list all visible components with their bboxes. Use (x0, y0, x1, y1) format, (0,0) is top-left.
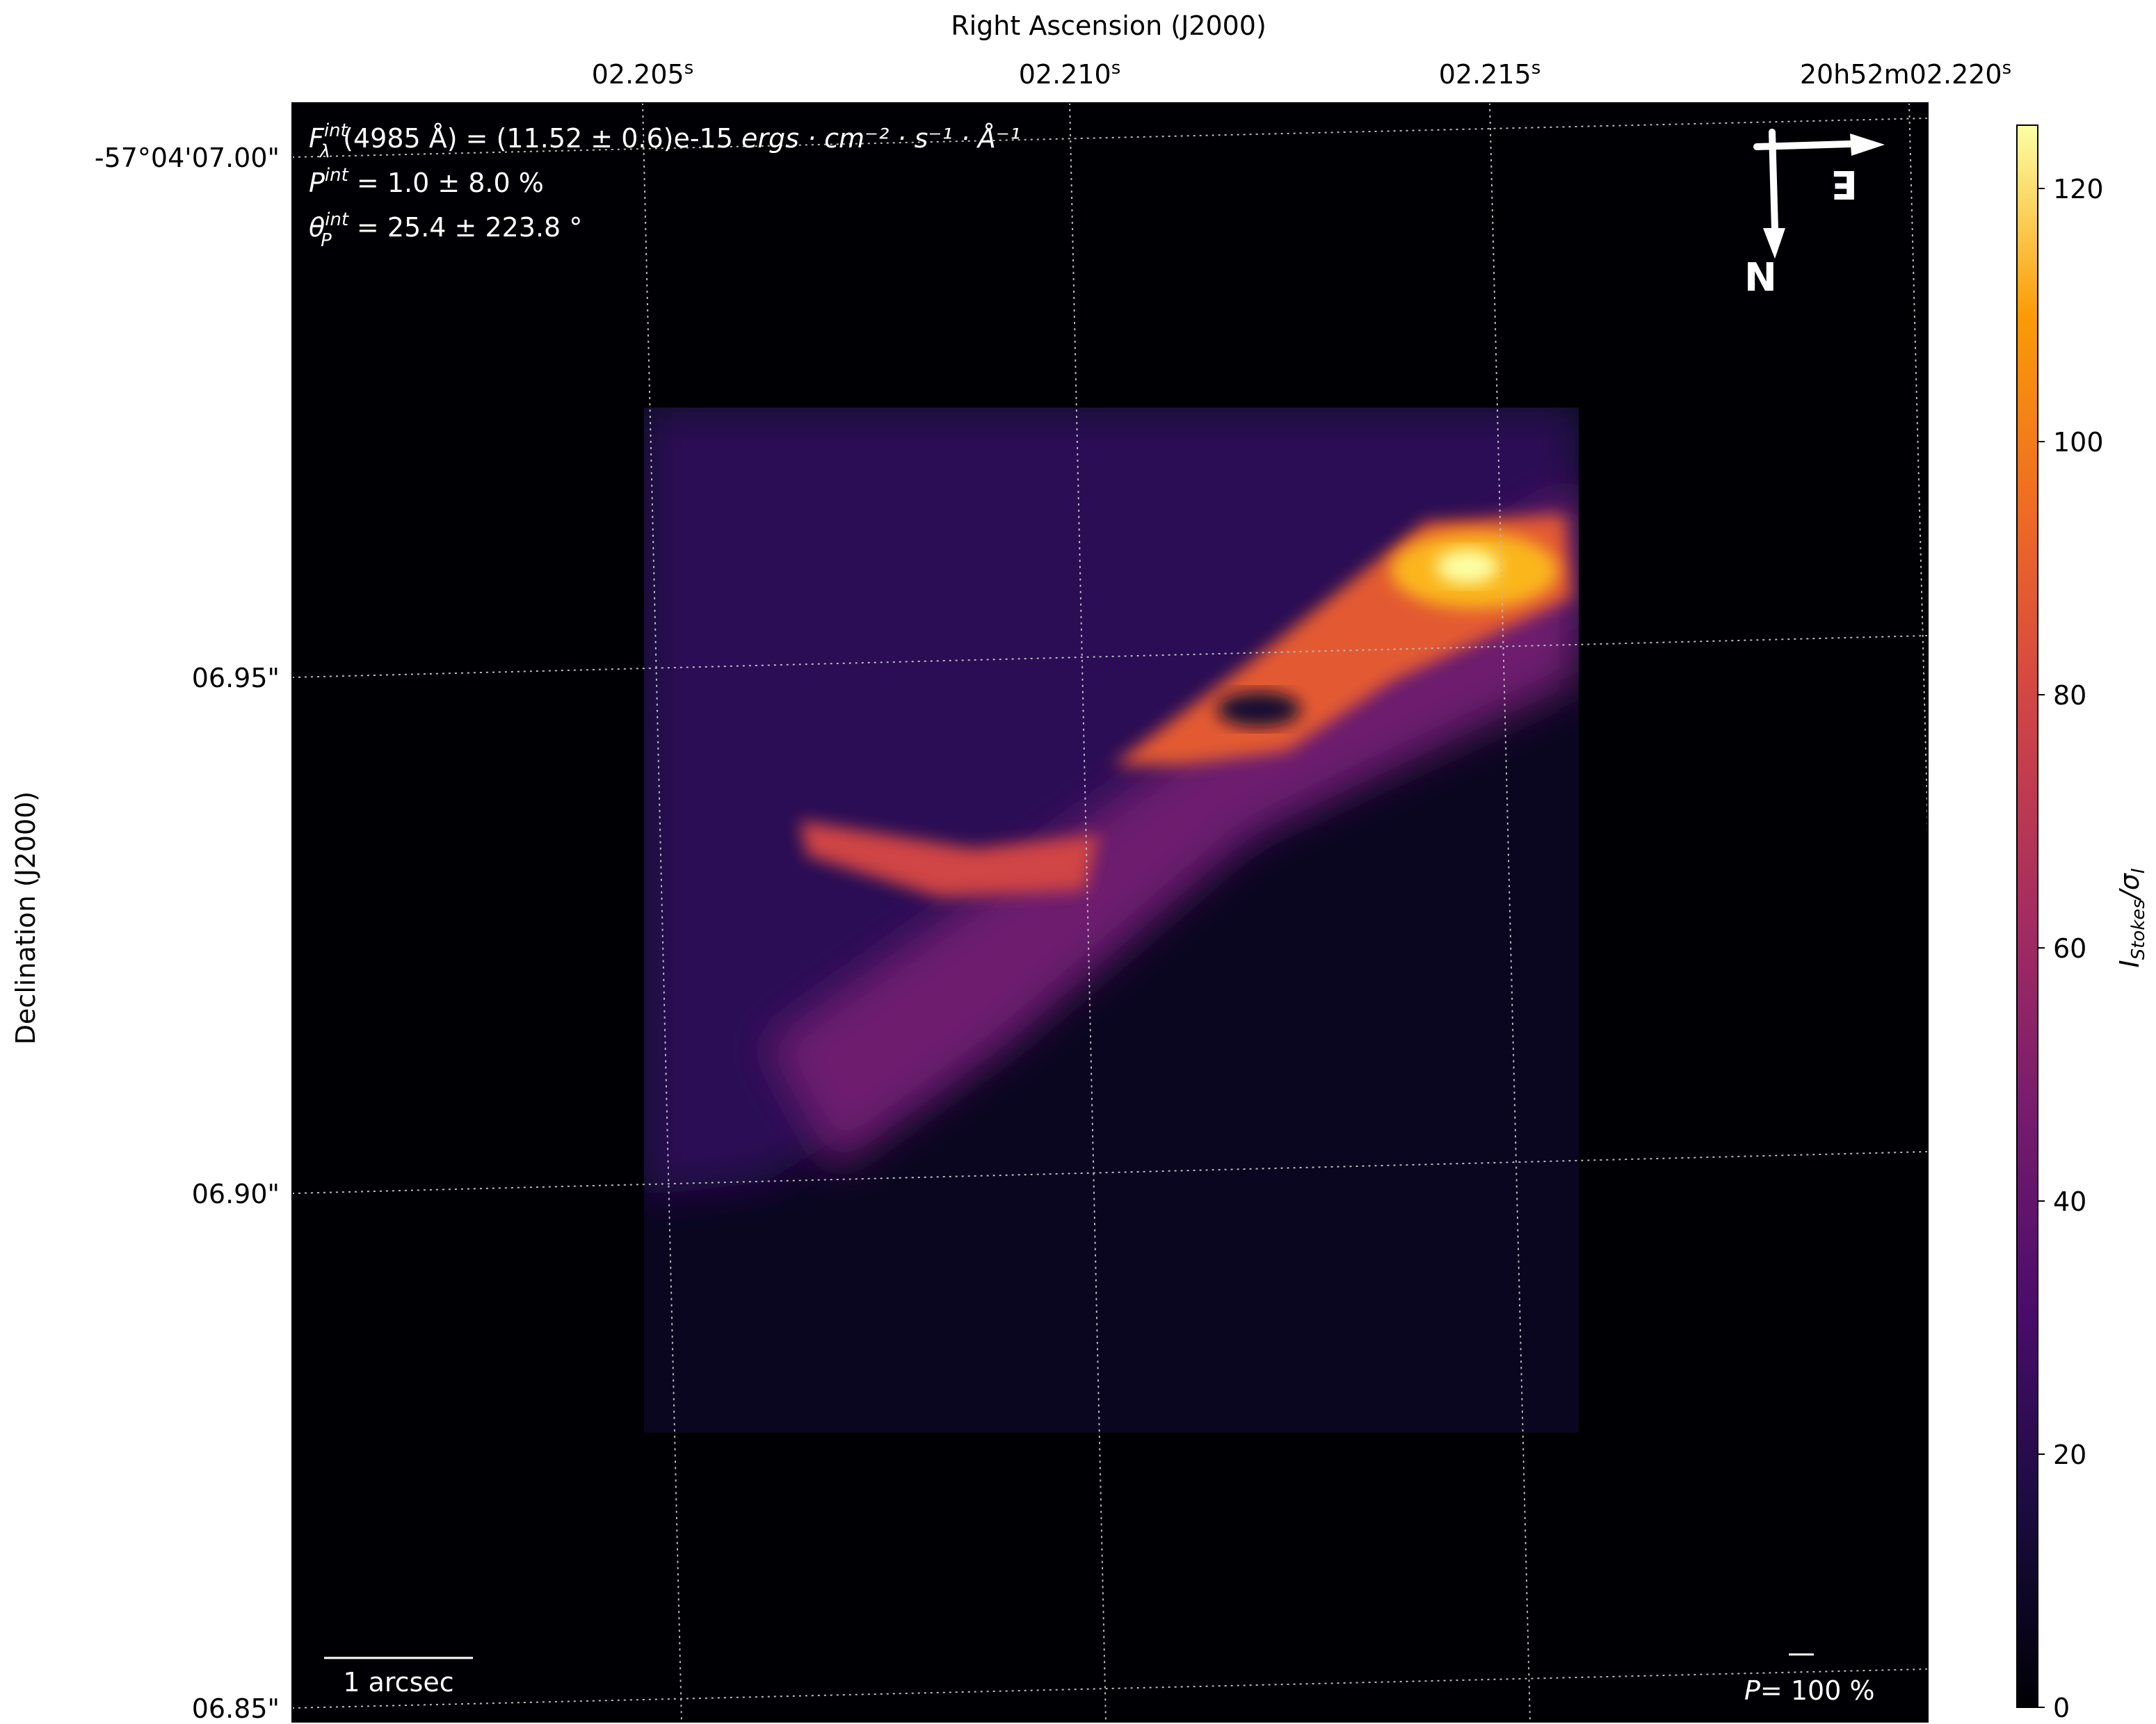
colorbar-tick-label: 20 (2053, 1440, 2086, 1470)
peak-core (1436, 549, 1499, 584)
grid-line (1489, 103, 1531, 1722)
north-arrowhead-icon (1763, 228, 1785, 259)
polarization-annotation: Pint = 1.0 ± 8.0 % (309, 165, 544, 198)
intensity-map (644, 408, 1579, 1433)
colorbar-tick-label: 40 (2053, 1186, 2086, 1217)
x-axis-label: Right Ascension (J2000) (951, 10, 1266, 41)
grid (292, 103, 1928, 1722)
x-tick-label: 20h52m02.220s (1800, 58, 2011, 90)
y-tick-label: 06.85" (192, 1693, 280, 1724)
east-label: E (1831, 161, 1858, 207)
colorbar-ticks: 0 20 40 60 80 100 120 (2038, 174, 2104, 1723)
x-tick-label: 02.205s (592, 58, 694, 90)
colorbar-tick-label: 120 (2053, 174, 2104, 204)
colorbar-tick-label: 0 (2053, 1693, 2070, 1723)
colorbar-tick-label: 100 (2053, 427, 2104, 458)
east-arrowhead-icon (1850, 134, 1885, 156)
x-tick-label: 02.210s (1019, 58, 1121, 90)
y-axis-ticks: -57°04'07.00" 06.95" 06.90" 06.85" (95, 143, 280, 1724)
y-axis-label: Declination (J2000) (10, 791, 41, 1045)
y-tick-label: 06.95" (192, 663, 280, 693)
western-filament (800, 821, 1099, 897)
angle-annotation: θint P = 25.4 ± 223.8 ° (309, 209, 582, 251)
north-arrow-icon (1769, 129, 1778, 233)
colorbar-tick-label: 60 (2053, 933, 2086, 964)
colorbar-label: IStokes/σI (2114, 869, 2149, 968)
north-label: N (1744, 255, 1777, 300)
scale-bar-label: 1 arcsec (343, 1667, 453, 1698)
grid-line (642, 103, 682, 1722)
colorbar-tick-label: 80 (2053, 680, 2086, 711)
x-axis-ticks: 02.205s 02.210s 02.215s 20h52m02.220s (592, 58, 2011, 90)
plot-frame (291, 102, 1929, 1723)
grid-line (1069, 103, 1107, 1722)
colorbar (2016, 124, 2038, 1708)
dark-lane (1217, 692, 1301, 727)
y-tick-label: -57°04'07.00" (95, 143, 280, 173)
compass: N E (1744, 129, 1885, 300)
x-tick-label: 02.215s (1439, 58, 1541, 90)
polarization-scale-label: P= 100 % (1744, 1675, 1875, 1706)
flux-annotation: Fint λ (4985 Å) = (11.52 ± 0.6)e-15 ergs ·… (309, 120, 1020, 162)
y-tick-label: 06.90" (192, 1179, 280, 1209)
